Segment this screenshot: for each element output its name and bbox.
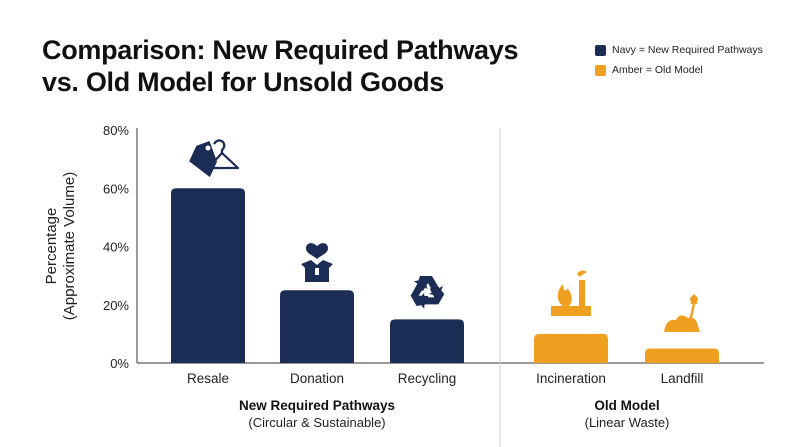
chart-title-line-2: vs. Old Model for Unsold Goods [42,67,445,97]
y-axis-label-line-2: (Approximate Volume) [61,172,78,320]
bar-donation [280,290,354,363]
category-label-resale: Resale [187,371,229,386]
y-tick-label: 40% [103,240,129,255]
category-label-incineration: Incineration [536,371,606,386]
bar-incineration [534,333,608,363]
legend-swatch-amber [595,64,606,76]
bar-landfill [645,348,719,363]
price-tag-hanger-icon [189,139,240,178]
dirt-shovel-icon [664,294,700,332]
y-tick-label: 0% [110,356,129,371]
group-title: New Required Pathways [239,398,395,413]
legend-swatch-navy [595,44,606,56]
chart-title-line-1: Comparison: New Required Pathways [42,35,519,65]
category-label-landfill: Landfill [661,371,704,386]
legend: Navy = New Required Pathways Amber = Old… [595,40,763,80]
category-label-recycling: Recycling [398,371,457,386]
bar-recycling [390,319,464,363]
y-axis-label-line-1: Percentage [43,208,60,285]
group-title: Old Model [594,398,659,413]
y-axis-label: Percentage(Approximate Volume) [43,172,78,320]
legend-label-new: Navy = New Required Pathways [612,44,763,56]
bar-resale [171,188,245,363]
chart-title: Comparison: New Required Pathways vs. Ol… [42,34,562,98]
y-tick-label: 60% [103,181,129,196]
y-tick-label: 20% [103,298,129,313]
factory-fire-icon [551,270,591,316]
group-subtitle: (Linear Waste) [585,415,670,430]
category-label-donation: Donation [290,371,344,386]
donation-box-heart-icon [301,243,333,282]
legend-label-old: Amber = Old Model [612,64,703,76]
y-tick-label: 80% [103,123,129,138]
legend-item-old: Amber = Old Model [595,60,763,80]
group-subtitle: (Circular & Sustainable) [248,415,385,430]
recycle-icon [410,276,445,309]
legend-item-new: Navy = New Required Pathways [595,40,763,60]
